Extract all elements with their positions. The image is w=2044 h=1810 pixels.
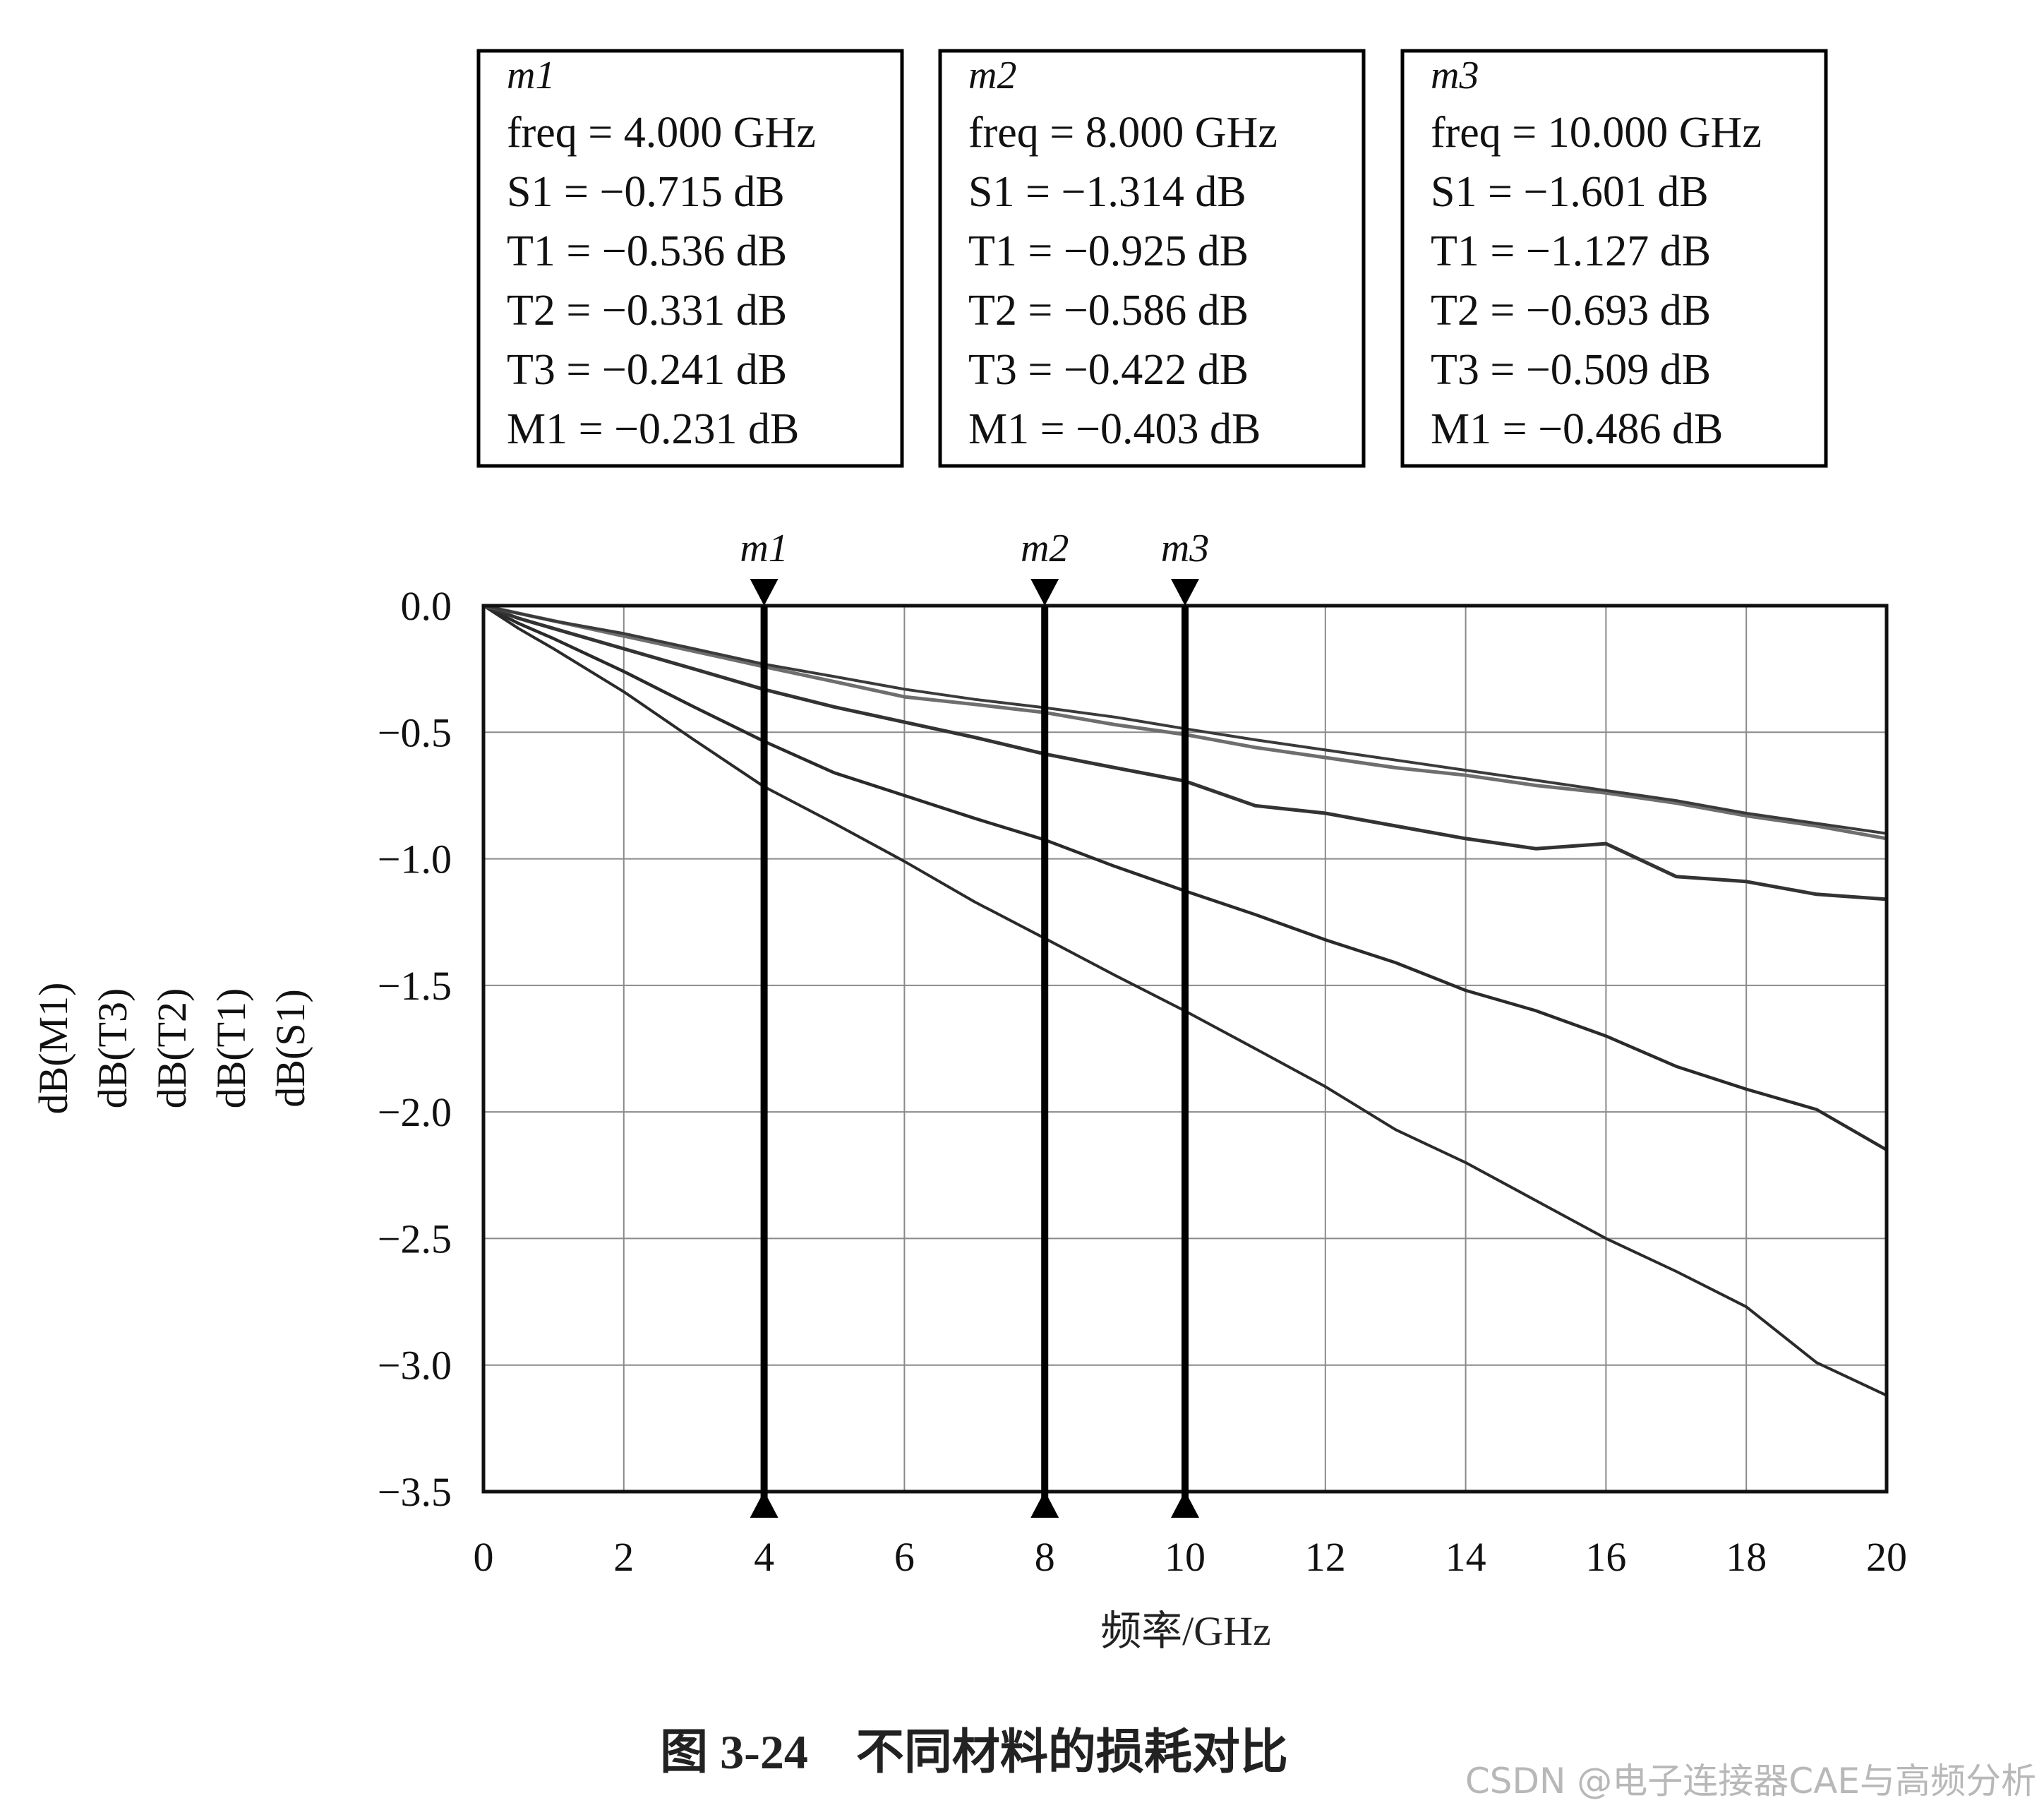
marker-label-m2: m2	[1021, 527, 1069, 570]
marker-box-row-m2-0: freq = 8.000 GHz	[968, 109, 1278, 157]
x-axis-label: 频率/GHz	[1100, 1608, 1271, 1654]
marker-box-row-m2-4: T3 = −0.422 dB	[968, 346, 1249, 394]
marker-box-row-m2-3: T2 = −0.586 dB	[968, 287, 1249, 335]
marker-box-m3	[1400, 49, 1828, 468]
y-axis-label-0: dB(M1)	[30, 983, 76, 1115]
marker-box-row-m3-1: S1 = −1.601 dB	[1431, 168, 1709, 216]
x-tick-label: 20	[1866, 1534, 1907, 1580]
series-line-T2	[483, 604, 1887, 901]
series-line-T3	[483, 604, 1887, 841]
marker-triangle-bottom-m3	[1171, 1491, 1199, 1518]
marker-triangle-bottom-m1	[750, 1491, 778, 1518]
series-line-M1	[483, 604, 1887, 835]
marker-box-title-m1: m1	[507, 54, 555, 97]
marker-triangle-top-m3	[1171, 579, 1199, 606]
series-line-S1	[482, 604, 1887, 1397]
marker-triangle-top-m2	[1030, 579, 1059, 606]
y-axis-label-2: dB(T2)	[149, 988, 195, 1109]
marker-box-row-m1-3: T2 = −0.331 dB	[507, 287, 787, 335]
x-tick-label: 10	[1165, 1534, 1206, 1580]
x-tick-label: 12	[1305, 1534, 1346, 1580]
x-tick-label: 4	[754, 1534, 774, 1580]
marker-box-row-m1-1: S1 = −0.715 dB	[507, 168, 785, 216]
marker-box-row-m2-2: T1 = −0.925 dB	[968, 227, 1249, 275]
y-tick-label: −3.5	[378, 1469, 452, 1515]
marker-label-m3: m3	[1161, 527, 1209, 570]
y-tick-label: −0.5	[378, 709, 452, 755]
series-line-T1	[482, 604, 1888, 1151]
marker-box-row-m3-3: T2 = −0.693 dB	[1431, 287, 1711, 335]
y-axis-label-3: dB(T1)	[208, 988, 254, 1109]
x-tick-label: 16	[1585, 1534, 1626, 1580]
y-tick-label: −1.0	[378, 837, 452, 882]
marker-label-m1: m1	[740, 527, 788, 570]
marker-box-row-m1-5: M1 = −0.231 dB	[507, 405, 799, 453]
marker-box-row-m3-0: freq = 10.000 GHz	[1431, 109, 1762, 157]
x-tick-label: 0	[474, 1534, 494, 1580]
marker-box-row-m3-2: T1 = −1.127 dB	[1431, 227, 1711, 275]
y-tick-label: −3.0	[378, 1343, 452, 1389]
marker-box-m1	[476, 49, 904, 468]
marker-box-title-m2: m2	[968, 54, 1016, 97]
x-tick-label: 8	[1035, 1534, 1055, 1580]
x-tick-label: 6	[894, 1534, 915, 1580]
marker-box-row-m3-4: T3 = −0.509 dB	[1431, 346, 1711, 394]
y-tick-label: 0.0	[401, 583, 452, 629]
y-axis-label-4: dB(S1)	[267, 989, 313, 1108]
marker-box-m2	[938, 49, 1366, 468]
marker-box-row-m1-2: T1 = −0.536 dB	[507, 227, 787, 275]
watermark-text: CSDN @电子连接器CAE与高频分析	[1465, 1761, 2036, 1802]
marker-triangle-bottom-m2	[1030, 1491, 1059, 1518]
marker-box-row-m3-5: M1 = −0.486 dB	[1431, 405, 1723, 453]
x-tick-label: 18	[1726, 1534, 1767, 1580]
marker-box-row-m2-1: S1 = −1.314 dB	[968, 168, 1246, 216]
y-tick-label: −1.5	[378, 963, 452, 1009]
x-tick-label: 14	[1445, 1534, 1486, 1580]
figure-caption: 图 3-24 不同材料的损耗对比	[660, 1725, 1288, 1779]
y-axis-label-1: dB(T3)	[90, 988, 136, 1109]
marker-box-title-m3: m3	[1431, 54, 1479, 97]
marker-box-row-m1-0: freq = 4.000 GHz	[507, 109, 816, 157]
x-tick-label: 2	[613, 1534, 634, 1580]
marker-box-row-m1-4: T3 = −0.241 dB	[507, 346, 787, 394]
y-tick-label: −2.0	[378, 1089, 452, 1135]
y-tick-label: −2.5	[378, 1216, 452, 1261]
marker-box-row-m2-5: M1 = −0.403 dB	[968, 405, 1261, 453]
marker-triangle-top-m1	[750, 579, 778, 606]
